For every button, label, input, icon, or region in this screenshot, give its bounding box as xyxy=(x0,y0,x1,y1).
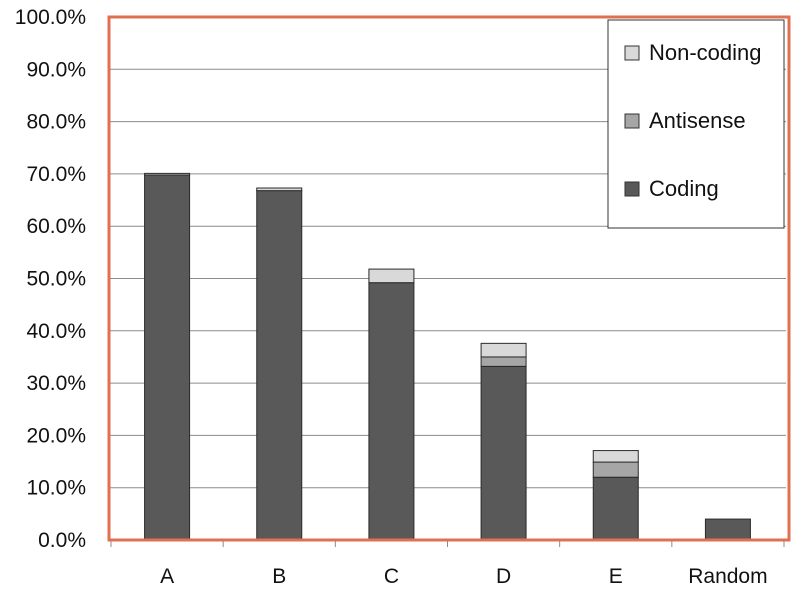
legend-label-non-coding: Non-coding xyxy=(649,40,762,65)
x-tick-label: B xyxy=(272,565,286,588)
legend-label-coding: Coding xyxy=(649,176,719,201)
x-tick-label: C xyxy=(384,565,399,588)
y-tick-label: 10.0% xyxy=(26,477,86,500)
y-tick-label: 60.0% xyxy=(26,215,86,238)
y-tick-label: 100.0% xyxy=(15,6,86,29)
bar-segment-non-coding xyxy=(368,268,415,284)
y-tick-label: 90.0% xyxy=(26,58,86,81)
x-tick-label: E xyxy=(609,565,623,588)
bar-segment-coding xyxy=(368,282,415,541)
y-tick-label: 70.0% xyxy=(26,163,86,186)
bar-segment-antisense xyxy=(480,356,527,367)
bars xyxy=(144,172,751,541)
bar-segment-non-coding xyxy=(144,172,191,176)
y-tick-label: 40.0% xyxy=(26,320,86,343)
x-tick-label: A xyxy=(160,565,174,588)
bar-segment-coding xyxy=(144,174,191,541)
y-tick-label: 50.0% xyxy=(26,268,86,291)
y-tick-label: 20.0% xyxy=(26,424,86,447)
bar-segment-antisense xyxy=(592,461,639,478)
x-tick-label: Random xyxy=(688,565,767,588)
gridlines xyxy=(109,68,786,489)
legend-swatch-non-coding xyxy=(624,45,640,61)
y-tick-label: 30.0% xyxy=(26,372,86,395)
bar-segment-coding xyxy=(592,476,639,541)
bar-segment-coding xyxy=(704,518,751,541)
bar-segment-non-coding xyxy=(592,450,639,463)
legend: Non-coding Antisense Coding xyxy=(607,19,785,229)
legend-swatch-antisense xyxy=(624,113,640,129)
legend-label-antisense: Antisense xyxy=(649,108,746,133)
bar-segment-non-coding xyxy=(480,342,527,358)
bar-segment-coding xyxy=(480,365,527,541)
y-tick-label: 0.0% xyxy=(38,529,86,552)
x-tick-label: D xyxy=(496,565,511,588)
bar-segment-coding xyxy=(256,190,303,541)
y-tick-label: 80.0% xyxy=(26,111,86,134)
bar-segment-non-coding xyxy=(256,187,303,192)
legend-swatch-coding xyxy=(624,181,640,197)
y-axis-tick-labels: 0.0% 10.0% 20.0% 30.0% 40.0% 50.0% 60.0% 70.0% 8… xyxy=(15,6,86,552)
plot-area-border xyxy=(107,15,791,542)
x-axis-tick-labels: A B C D E Random xyxy=(160,565,768,588)
